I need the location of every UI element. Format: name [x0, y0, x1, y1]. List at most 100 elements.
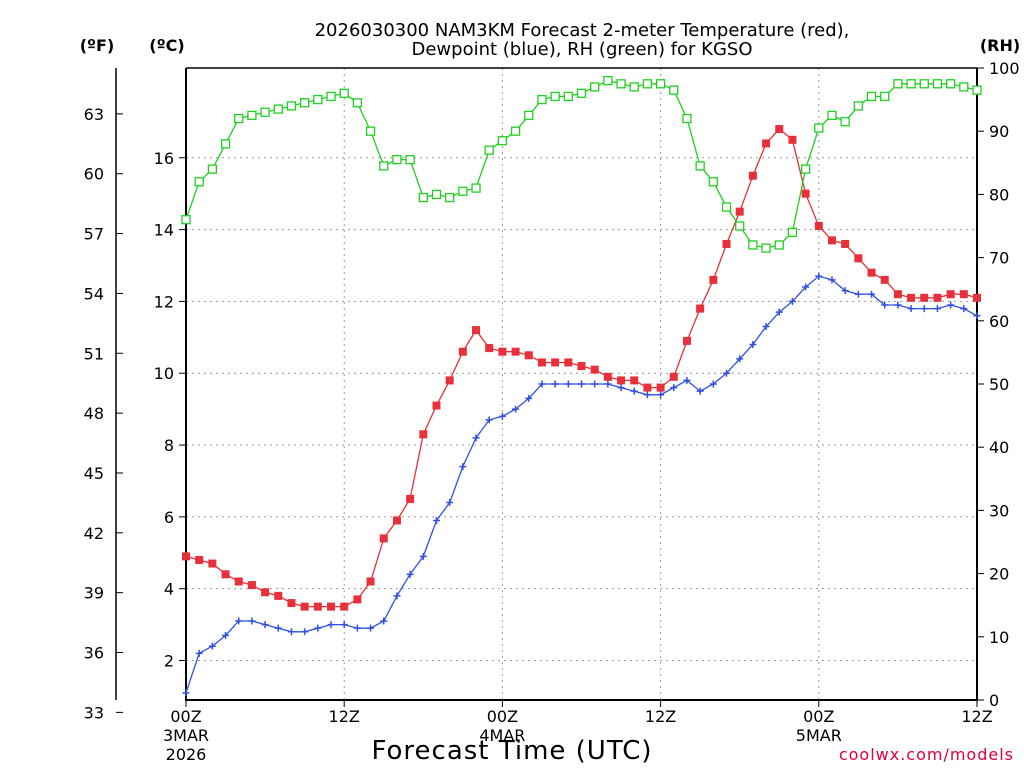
temperature-point — [287, 599, 296, 608]
rh-point — [379, 161, 389, 171]
dewpoint-point — [591, 380, 599, 388]
x-tick-label: 12Z — [329, 707, 360, 726]
dewpoint-point — [182, 689, 190, 697]
rh-point — [616, 79, 626, 89]
temperature-point — [274, 591, 283, 600]
rh-point — [629, 82, 639, 92]
temperature-point — [432, 401, 441, 410]
dewpoint-point — [933, 305, 941, 313]
rh-point — [299, 98, 310, 108]
temperature-point — [893, 290, 902, 299]
rh-point — [708, 177, 718, 187]
dewpoint-point — [208, 642, 216, 650]
temperature-point — [392, 516, 401, 525]
dewpoint-point — [762, 323, 770, 331]
x-tick-year-label: 2026 — [166, 745, 207, 764]
rh-unit-label: (RH) — [980, 36, 1020, 55]
temperature-point — [788, 135, 797, 144]
x-tick-date-label: 4MAR — [479, 726, 525, 745]
dewpoint-point — [235, 617, 243, 625]
dewpoint-point — [630, 387, 638, 395]
rh-point — [893, 79, 903, 89]
temperature-point — [340, 602, 349, 611]
rh-point — [431, 189, 442, 200]
temperature-point — [603, 372, 612, 381]
dewpoint-point — [222, 631, 230, 639]
x-tick-label: 00Z — [803, 707, 834, 726]
dewpoint-point — [815, 272, 823, 280]
rh-tick-label: 70 — [989, 249, 1009, 268]
dewpoint-point — [287, 628, 295, 636]
temperature-point — [920, 293, 929, 302]
temperature-point — [973, 293, 981, 302]
temperature-point — [182, 552, 190, 561]
rh-point — [392, 154, 402, 165]
dewpoint-point — [696, 387, 704, 395]
temperature-point — [208, 559, 217, 568]
rh-point — [207, 164, 218, 174]
dewpoint-point — [195, 649, 203, 657]
rh-tick-label: 100 — [989, 59, 1020, 78]
dewpoint-point — [314, 624, 322, 632]
fahrenheit-tick-label: 57 — [84, 225, 104, 244]
dewpoint-point — [446, 499, 454, 506]
rh-point — [365, 126, 376, 136]
rh-point — [497, 136, 508, 146]
temperature-point — [709, 275, 718, 284]
rh-point — [603, 75, 613, 86]
rh-point — [576, 88, 587, 98]
celsius-tick-label: 4 — [164, 580, 174, 599]
dewpoint-point — [960, 305, 968, 313]
rh-point — [445, 192, 455, 203]
rh-point — [471, 183, 481, 193]
rh-tick-label: 40 — [989, 438, 1009, 457]
rh-point — [787, 227, 798, 237]
dewpoint-point — [472, 434, 480, 442]
temperature-point — [353, 595, 362, 604]
temperature-point — [498, 347, 507, 356]
fahrenheit-unit-label: (ºF) — [80, 36, 115, 55]
temperature-point — [577, 362, 586, 371]
dewpoint-point — [274, 624, 282, 632]
temperature-point — [485, 344, 494, 353]
dewpoint-point — [485, 416, 493, 424]
temperature-point — [366, 577, 375, 586]
dewpoint-point — [709, 380, 717, 388]
rh-point — [814, 123, 824, 133]
x-tick-date-label: 3MAR — [163, 726, 209, 745]
rh-point — [853, 101, 863, 111]
rh-point — [458, 186, 468, 196]
dewpoint-point — [301, 628, 309, 636]
temperature-point — [195, 555, 204, 564]
dewpoint-point — [248, 617, 256, 625]
celsius-tick-label: 8 — [164, 436, 174, 455]
dewpoint-point — [683, 376, 691, 384]
rh-point — [418, 192, 428, 203]
rh-point — [313, 94, 323, 105]
chart-title-line2: Dewpoint (blue), RH (green) for KGSO — [411, 39, 752, 60]
temperature-point — [617, 376, 626, 385]
rh-point — [352, 98, 363, 108]
x-tick-date-label: 5MAR — [796, 726, 842, 745]
rh-point — [194, 177, 204, 187]
dewpoint-point — [538, 380, 546, 388]
temperature-point — [722, 239, 731, 248]
x-axis-title: Forecast Time (UTC) — [371, 736, 652, 766]
x-tick-label: 00Z — [487, 707, 518, 726]
dewpoint-point — [736, 355, 744, 363]
rh-tick-label: 80 — [989, 185, 1009, 204]
temperature-point — [696, 304, 705, 313]
rh-point — [273, 104, 283, 114]
dewpoint-point — [525, 394, 533, 402]
celsius-tick-label: 6 — [164, 508, 174, 527]
temperature-point — [959, 290, 968, 299]
rh-point — [537, 94, 547, 105]
dewpoint-point — [432, 516, 440, 524]
temperature-point — [564, 358, 573, 367]
rh-point — [655, 79, 666, 89]
temperature-point — [907, 293, 916, 302]
data-series — [181, 75, 982, 697]
dewpoint-point — [578, 380, 585, 388]
rh-point — [563, 91, 573, 102]
